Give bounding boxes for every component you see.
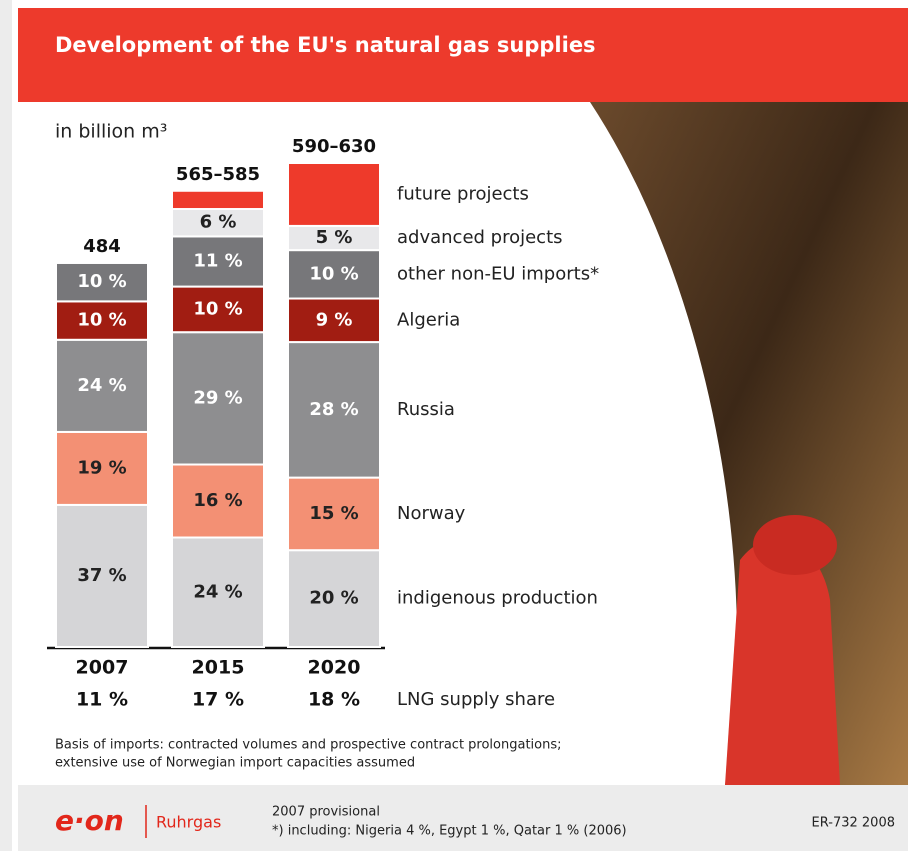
data-label: 28 % (309, 399, 358, 420)
photo-helmet (753, 515, 837, 575)
data-label: 24 % (77, 375, 126, 396)
data-label: 16 % (193, 490, 242, 511)
data-label: 11 % (193, 250, 242, 271)
infographic: Development of the EU's natural gas supp… (0, 0, 910, 851)
legend-label: Russia (397, 399, 455, 420)
data-label: 29 % (193, 387, 242, 408)
x-tick-label: 2007 (76, 657, 129, 679)
legend-label: advanced projects (397, 227, 563, 248)
left-edge (0, 0, 12, 851)
data-label: 37 % (77, 565, 126, 586)
note: extensive use of Norwegian import capaci… (55, 756, 415, 771)
legend-label: Norway (397, 503, 466, 524)
data-label: 19 % (77, 457, 126, 478)
footer-line: 2007 provisional (272, 805, 380, 820)
legend-label: indigenous production (397, 588, 598, 609)
lng-share: 17 % (192, 689, 244, 711)
bar-total-label: 565–585 (176, 164, 260, 185)
data-label: 6 % (200, 212, 237, 233)
data-label: 24 % (193, 581, 242, 602)
data-label: 20 % (309, 588, 358, 609)
data-label: 15 % (309, 503, 358, 524)
legend-label: other non-EU imports* (397, 263, 599, 284)
data-label: 10 % (193, 298, 242, 319)
bar-total-label: 590–630 (292, 136, 376, 157)
footer-line: *) including: Nigeria 4 %, Egypt 1 %, Qa… (272, 824, 627, 839)
brand: Ruhrgas (156, 813, 221, 832)
logo: e·on (55, 804, 124, 837)
note: Basis of imports: contracted volumes and… (55, 738, 562, 753)
legend-label: future projects (397, 183, 529, 204)
x-tick-label: 2020 (308, 657, 361, 679)
bar-total-label: 484 (83, 236, 121, 257)
data-label: 5 % (316, 227, 353, 248)
bar-segment (172, 191, 264, 209)
unit-label: in billion m³ (55, 121, 167, 143)
bar-segment (288, 163, 380, 226)
footer-code: ER-732 2008 (812, 816, 895, 831)
data-label: 10 % (309, 263, 358, 284)
chart-title: Development of the EU's natural gas supp… (55, 33, 596, 57)
data-label: 9 % (316, 309, 353, 330)
footer-band (18, 785, 908, 851)
photo-worker (725, 539, 840, 785)
x-tick-label: 2015 (192, 657, 245, 679)
legend-label: Algeria (397, 309, 460, 330)
lng-label: LNG supply share (397, 689, 555, 710)
data-label: 10 % (77, 271, 126, 292)
lng-share: 11 % (76, 689, 128, 711)
lng-share: 18 % (308, 689, 360, 711)
data-label: 10 % (77, 310, 126, 331)
